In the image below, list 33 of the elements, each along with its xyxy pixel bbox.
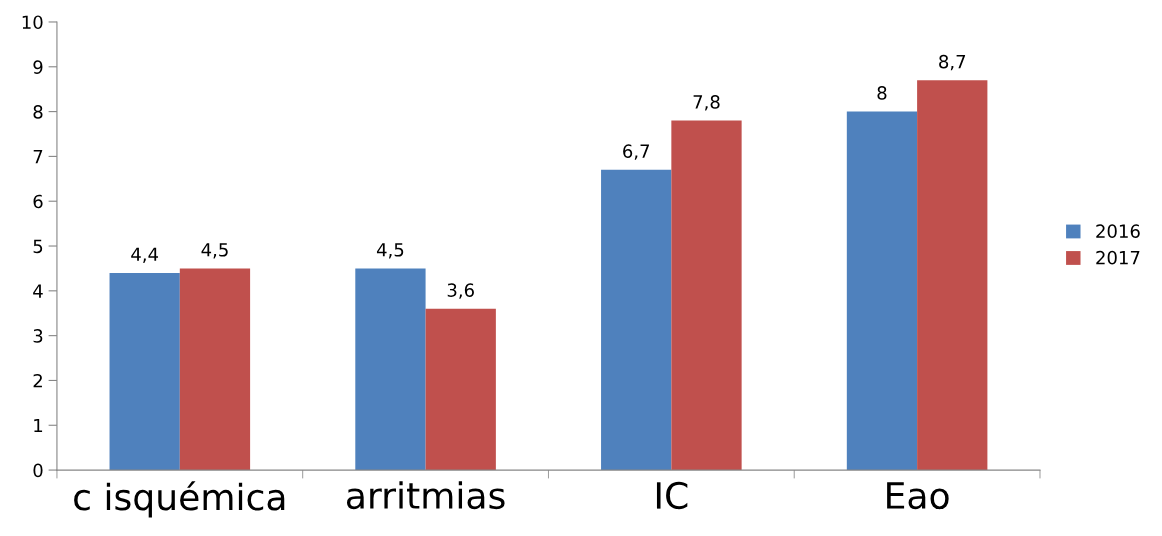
data-label: 8,7 bbox=[939, 54, 966, 71]
y-tick-label: 3 bbox=[33, 329, 43, 343]
bar bbox=[109, 272, 180, 471]
legend-label: 2016 bbox=[1096, 224, 1140, 239]
data-label: 6,7 bbox=[623, 144, 650, 160]
y-tick-label: 1 bbox=[34, 418, 43, 433]
data-label: 8 bbox=[877, 86, 887, 100]
x-tick-label: arritmias bbox=[346, 481, 505, 510]
bar bbox=[179, 268, 251, 471]
bar bbox=[846, 111, 918, 471]
bar bbox=[917, 80, 988, 471]
legend-label: 2017 bbox=[1096, 250, 1140, 265]
y-tick-label: 0 bbox=[33, 463, 43, 478]
data-label: 7,8 bbox=[693, 95, 720, 111]
y-tick-label: 6 bbox=[33, 194, 43, 209]
data-label: 4,5 bbox=[376, 243, 404, 259]
data-label: 4,4 bbox=[131, 247, 159, 263]
x-tick-label: IC bbox=[656, 481, 688, 510]
y-tick-label: 8 bbox=[33, 105, 43, 119]
y-tick-label: 5 bbox=[33, 239, 43, 254]
bar bbox=[671, 120, 742, 471]
y-tick-label: 2 bbox=[33, 373, 42, 388]
bar bbox=[355, 268, 426, 471]
x-tick-label: Eao bbox=[887, 482, 949, 510]
y-tick-label: 4 bbox=[33, 284, 43, 298]
data-label: 3,6 bbox=[447, 283, 474, 299]
y-tick-label: 10 bbox=[22, 15, 43, 30]
y-tick-label: 7 bbox=[33, 150, 43, 164]
bar bbox=[601, 169, 672, 471]
x-tick-label: c isquémica bbox=[74, 481, 285, 518]
data-label: 4,5 bbox=[201, 243, 228, 259]
y-tick-label: 9 bbox=[33, 60, 43, 74]
bar bbox=[425, 308, 496, 471]
